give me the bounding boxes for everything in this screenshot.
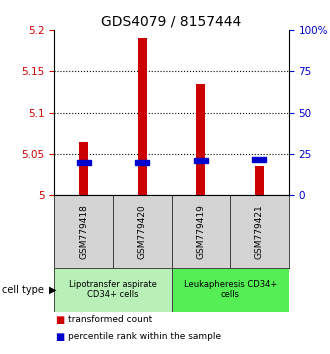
Text: GSM779421: GSM779421: [255, 204, 264, 259]
Text: cell type: cell type: [2, 285, 44, 295]
Bar: [172, 268, 289, 312]
Text: ■: ■: [55, 332, 65, 342]
Bar: [255, 166, 264, 195]
Text: GSM779420: GSM779420: [138, 204, 147, 259]
Bar: [77, 160, 91, 165]
Text: GSM779419: GSM779419: [196, 204, 205, 259]
Bar: [79, 142, 88, 195]
Bar: [196, 84, 205, 195]
Bar: [54, 268, 172, 312]
Text: ■: ■: [55, 315, 65, 325]
Text: percentile rank within the sample: percentile rank within the sample: [68, 332, 221, 341]
Bar: [252, 158, 267, 162]
Text: ▶: ▶: [49, 285, 56, 295]
Text: Leukapheresis CD34+
cells: Leukapheresis CD34+ cells: [183, 280, 277, 299]
Title: GDS4079 / 8157444: GDS4079 / 8157444: [102, 15, 242, 29]
Text: GSM779418: GSM779418: [79, 204, 88, 259]
Bar: [194, 158, 208, 163]
Text: Lipotransfer aspirate
CD34+ cells: Lipotransfer aspirate CD34+ cells: [69, 280, 157, 299]
Bar: [135, 160, 149, 165]
Text: transformed count: transformed count: [68, 315, 152, 325]
Bar: [138, 38, 147, 195]
